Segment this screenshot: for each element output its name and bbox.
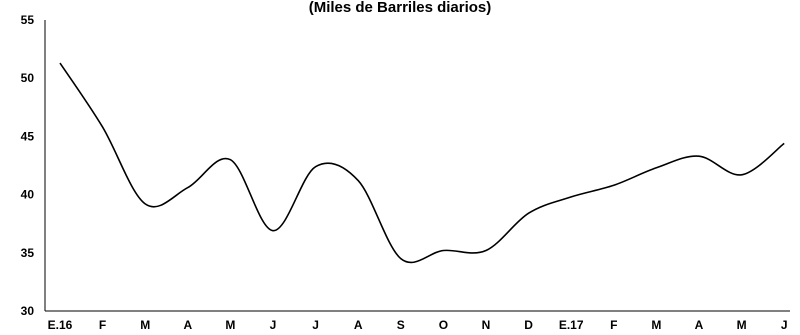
x-tick-label: D <box>524 318 533 332</box>
x-tick-label: J <box>781 318 788 332</box>
x-tick-label: A <box>695 318 704 332</box>
x-tick-label: E.16 <box>48 318 73 332</box>
y-tick-label: 55 <box>21 13 35 27</box>
x-axis-tick-labels: E.16 F M A M J J A S O N D E.17 F M A M J <box>48 318 788 332</box>
x-tick-label: A <box>183 318 192 332</box>
y-tick-label: 50 <box>21 71 35 85</box>
y-tick-label: 35 <box>21 246 35 260</box>
x-tick-label: M <box>651 318 661 332</box>
chart-title: (Miles de Barriles diarios) <box>309 0 492 16</box>
y-tick-label: 40 <box>21 188 35 202</box>
x-tick-label: J <box>312 318 319 332</box>
x-tick-label: F <box>99 318 106 332</box>
x-tick-label: F <box>610 318 617 332</box>
x-tick-label: J <box>270 318 277 332</box>
x-tick-label: M <box>140 318 150 332</box>
x-tick-label: E.17 <box>559 318 584 332</box>
x-tick-label: O <box>439 318 448 332</box>
x-tick-label: A <box>354 318 363 332</box>
x-tick-label: N <box>482 318 491 332</box>
x-tick-label: M <box>225 318 235 332</box>
series-line <box>59 62 785 264</box>
x-tick-label: S <box>397 318 405 332</box>
x-tick-label: M <box>737 318 747 332</box>
y-tick-label: 30 <box>21 304 35 318</box>
y-axis-tick-labels: 30 35 40 45 50 55 <box>21 13 35 318</box>
y-tick-label: 45 <box>21 129 35 143</box>
